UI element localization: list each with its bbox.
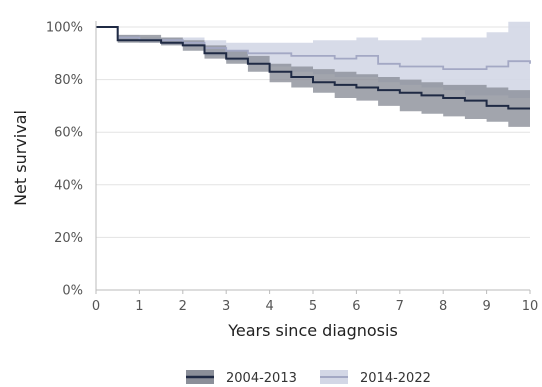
x-axis-title: Years since diagnosis (227, 321, 398, 340)
y-tick-labels: 0% 20% 40% 60% 80% 100% (46, 21, 83, 299)
survival-lines (96, 26, 531, 110)
y-axis-title: Net survival (11, 110, 30, 206)
y-tick-label: 40% (54, 178, 83, 193)
x-tick-label: 5 (309, 299, 317, 314)
legend-label-2004-2013: 2004-2013 (226, 371, 297, 386)
x-tick-label: 1 (135, 299, 143, 314)
confidence-bands (96, 16, 530, 127)
line-2014-2022 (96, 26, 531, 70)
x-tick-label: 4 (265, 299, 273, 314)
legend-item-2004-2013: 2004-2013 (186, 370, 297, 386)
x-tick-label: 10 (522, 299, 539, 314)
x-tick-label: 7 (396, 299, 404, 314)
x-tick-label: 3 (222, 299, 230, 314)
x-tick-label: 6 (352, 299, 360, 314)
line-2004-2013 (96, 26, 530, 110)
legend: 2004-2013 2014-2022 (186, 370, 431, 386)
y-tick-label: 0% (62, 284, 83, 299)
y-tick-label: 80% (54, 73, 83, 88)
x-tick-label: 2 (179, 299, 187, 314)
band-2014-2022 (96, 16, 530, 101)
x-tick-label: 0 (92, 299, 100, 314)
legend-label-2014-2022: 2014-2022 (360, 371, 431, 386)
y-tick-label: 100% (46, 21, 83, 36)
axes (95, 21, 531, 294)
x-tick-labels: 0 1 2 3 4 5 6 7 8 9 10 (92, 299, 538, 314)
y-tick-label: 20% (54, 231, 83, 246)
legend-item-2014-2022: 2014-2022 (320, 370, 431, 386)
x-tick-label: 8 (439, 299, 447, 314)
y-tick-label: 60% (54, 126, 83, 141)
x-tick-label: 9 (482, 299, 490, 314)
